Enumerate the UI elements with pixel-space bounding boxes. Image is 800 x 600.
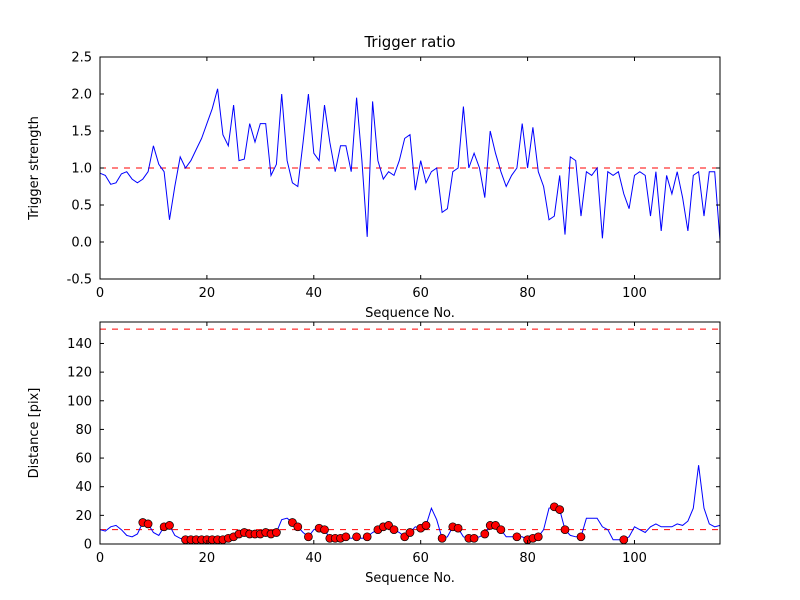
y-axis-label: Trigger strength <box>27 116 42 221</box>
detection-marker <box>560 525 570 535</box>
x-axis-label: Sequence No. <box>365 571 455 586</box>
y-tick-label: 80 <box>75 423 92 438</box>
detection-marker <box>389 525 399 535</box>
detection-marker <box>512 532 522 542</box>
detection-marker <box>619 535 629 545</box>
chart-title: Trigger ratio <box>363 33 455 51</box>
detection-marker <box>437 533 447 543</box>
y-tick-label: -0.5 <box>67 273 92 288</box>
x-tick-label: 100 <box>622 286 647 301</box>
x-tick-label: 80 <box>519 286 536 301</box>
detection-marker <box>362 532 372 542</box>
detection-marker <box>143 519 153 529</box>
detection-marker <box>576 532 586 542</box>
detection-marker <box>352 532 361 542</box>
y-tick-label: 2.0 <box>71 88 92 103</box>
y-tick-label: 0.5 <box>71 199 92 214</box>
y-tick-label: 40 <box>75 480 92 495</box>
y-tick-label: 20 <box>75 509 92 524</box>
y-tick-label: 0.0 <box>71 236 92 251</box>
detection-marker <box>304 532 313 542</box>
axes-frame <box>99 321 721 545</box>
x-axis-label: Sequence No. <box>365 306 455 321</box>
y-tick-label: 140 <box>67 337 92 352</box>
detection-marker <box>480 529 490 539</box>
subplot-2: 0 20 40 60 80 100 0 20 40 60 80 100 120 140 Sequence N… <box>27 321 721 586</box>
x-tick-label: 0 <box>96 551 104 566</box>
detection-marker <box>272 528 281 537</box>
x-tick-label: 40 <box>306 551 323 566</box>
x-tick-label: 80 <box>519 551 536 566</box>
y-tick-label: 1.0 <box>71 162 92 177</box>
detection-marker <box>320 525 329 535</box>
x-tick-label: 60 <box>412 551 429 566</box>
detection-marker <box>555 505 565 514</box>
x-tick-label: 60 <box>412 286 429 301</box>
x-tick-label: 20 <box>199 551 216 566</box>
detection-marker <box>405 528 415 537</box>
y-tick-label: 120 <box>67 366 92 381</box>
x-tick-label: 20 <box>199 286 216 301</box>
detection-marker <box>165 521 174 530</box>
y-tick-label: 0 <box>84 538 92 553</box>
detection-marker <box>496 525 506 535</box>
y-axis-label: Distance [pix] <box>27 388 42 479</box>
x-tick-label: 0 <box>96 286 104 301</box>
axes-frame <box>99 56 721 280</box>
subplot-1: 0 20 40 60 80 100 -0.5 0.0 0.5 1.0 1.5 2.0 2.5 Trigge… <box>27 33 721 321</box>
detection-marker <box>469 533 479 543</box>
y-tick-label: 60 <box>75 452 92 467</box>
detection-marker <box>421 521 431 530</box>
y-tick-label: 2.5 <box>71 51 92 66</box>
detection-marker <box>453 523 463 533</box>
x-tick-label: 100 <box>622 551 647 566</box>
detection-marker <box>533 532 543 542</box>
y-tick-label: 1.5 <box>71 125 92 140</box>
detection-marker <box>293 522 303 532</box>
y-tick-label: 100 <box>67 394 92 409</box>
trigger-strength-line <box>99 88 721 241</box>
detection-marker <box>341 532 351 542</box>
x-tick-label: 40 <box>306 286 323 301</box>
